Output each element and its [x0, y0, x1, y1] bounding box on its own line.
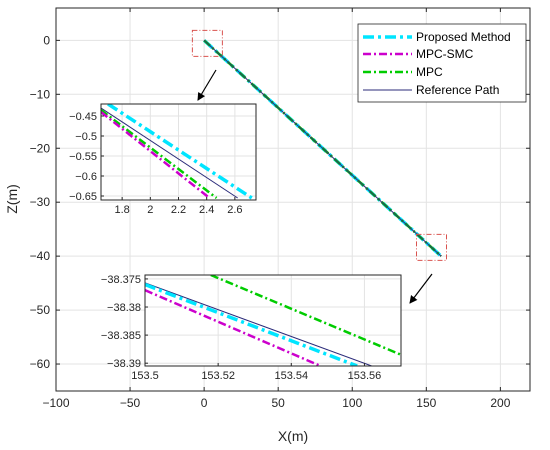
inset-y-tick-label: −0.55	[69, 151, 97, 163]
y-tick-label: −30	[30, 195, 51, 209]
inset-y-tick-label: −0.45	[69, 111, 97, 123]
inset-background	[145, 275, 401, 366]
x-tick-label: −50	[120, 396, 141, 410]
y-tick-label: −60	[30, 357, 51, 371]
zoom-boxes	[191, 29, 447, 261]
inset-series	[101, 104, 253, 200]
inset-y-tick-label: −0.6	[75, 171, 97, 183]
inset-lower-right: 153.5 153.52 153.54 153.56 −38.375 −38.38 −38.…	[101, 274, 402, 382]
zoom-arrow-upper	[197, 69, 217, 101]
inset-series-line-mpc-smc	[101, 111, 211, 199]
legend: Proposed Method MPC-SMC MPC Reference Pa…	[357, 23, 527, 103]
legend-label-reference: Reference Path	[416, 83, 499, 97]
inset-x-tick-label: 2	[147, 204, 153, 216]
legend-label-proposed: Proposed Method	[416, 30, 511, 44]
inset-series-line-proposed-method	[107, 104, 253, 200]
x-tick-label: 0	[201, 396, 208, 410]
y-axis-label: Z(m)	[4, 184, 20, 214]
inset-x-tick-label: 153.52	[201, 370, 235, 382]
legend-label-mpc-smc: MPC-SMC	[416, 47, 474, 61]
inset-series-line-reference-path	[101, 107, 238, 199]
inset-x-tick-label: 2.4	[199, 204, 214, 216]
x-tick-label: 100	[342, 396, 362, 410]
y-tick-label: −50	[30, 303, 51, 317]
inset-y-tick-label: −38.385	[101, 330, 141, 342]
x-tick-label: −100	[42, 396, 69, 410]
inset-y-tick-label: −0.5	[75, 131, 97, 143]
inset-y-tick-label: −0.65	[69, 191, 97, 203]
inset-y-tick-label: −38.375	[101, 274, 141, 286]
inset-series	[145, 275, 401, 366]
main-plot-frame	[55, 7, 531, 392]
inset-x-tick-label: 1.8	[114, 204, 129, 216]
x-tick-label: 200	[490, 396, 510, 410]
zoom-box-0	[191, 29, 223, 57]
y-tick-label: 0	[43, 33, 50, 47]
inset-x-tick-label: 153.56	[348, 370, 382, 382]
inset-x-tick-label: 153.54	[274, 370, 308, 382]
inset-x-tick-label: 2.2	[171, 204, 186, 216]
zoom-box-1	[415, 233, 447, 261]
x-axis-label: X(m)	[278, 428, 308, 444]
series-line-reference-path	[203, 39, 442, 257]
y-tick-label: −40	[30, 249, 51, 263]
inset-frame	[144, 274, 402, 367]
inset-x-tick-label: 153.5	[131, 370, 159, 382]
y-tick-label: −20	[30, 141, 51, 155]
inset-series-line-proposed-method	[145, 282, 358, 366]
inset-x-tick-label: 2.6	[227, 204, 242, 216]
zoom-arrow-lower	[409, 273, 433, 304]
inset-y-tick-label: −38.39	[107, 358, 141, 370]
main-series	[202, 39, 443, 258]
inset-series-line-reference-path	[145, 282, 372, 366]
x-tick-label: 50	[272, 396, 286, 410]
x-tick-label: 150	[416, 396, 436, 410]
inset-y-tick-label: −38.38	[107, 302, 141, 314]
inset-upper-left: 1.8 2 2.2 2.4 2.6 −0.45 −0.5 −0.55 −0.6 −0.65	[69, 103, 257, 216]
y-tick-label: −10	[30, 87, 51, 101]
inset-series-line-mpc	[210, 275, 401, 356]
legend-label-mpc: MPC	[416, 65, 443, 79]
main-tick-labels: −100 −50 0 50 100 150 200 0 −10 −20 −30 −40 −50 −60	[30, 8, 530, 410]
